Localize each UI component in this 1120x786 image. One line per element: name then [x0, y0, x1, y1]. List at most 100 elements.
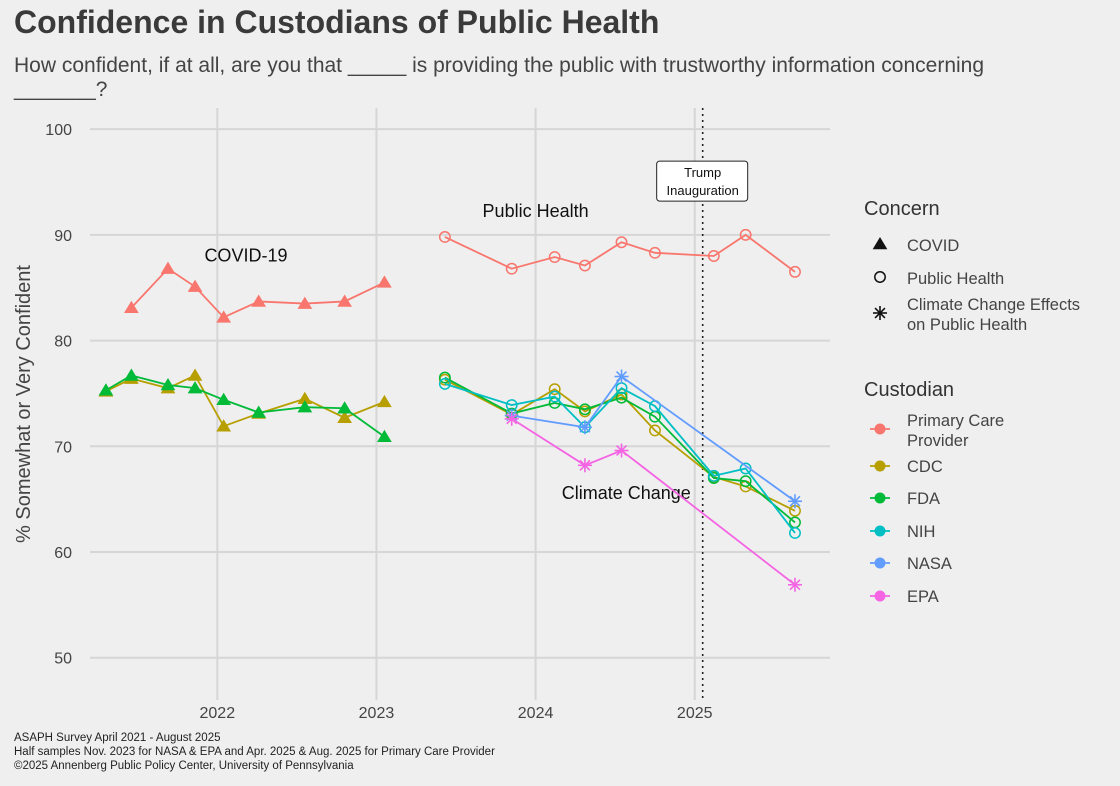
legend-custodian-label: Provider: [907, 432, 969, 450]
caption-half-sample-line: Half samples Nov. 2023 for NASA & EPA an…: [14, 746, 495, 758]
legend-custodian-key: [874, 557, 886, 569]
data-point-cdc-covid: [216, 419, 232, 432]
legend-concern-key: [873, 306, 887, 320]
series-line-nih-public-health: [444, 383, 796, 534]
series-line-nasa-climate-change-effects-on-public-health: [511, 375, 796, 502]
legend-custodian-label: CDC: [907, 458, 943, 476]
data-point-primary-care-provider-covid: [377, 275, 392, 288]
legend-custodian-key: [874, 423, 886, 435]
data-point-primary-care-provider-covid: [187, 279, 203, 292]
data-point-primary-care-provider-covid: [160, 261, 176, 274]
data-point-epa-climate-change-effects-on-public-health: [614, 443, 629, 458]
data-point-primary-care-provider-covid: [124, 300, 139, 314]
x-tick-label: 2024: [518, 705, 554, 722]
data-series: [98, 228, 802, 592]
y-tick-label: 50: [54, 651, 72, 668]
y-tick-label: 80: [54, 334, 72, 351]
legend-concern-key: [872, 237, 888, 250]
data-point-fda-covid: [216, 392, 232, 406]
axes: 50 60 70 80 90 100 2022 2023 2024 2025 % Somewhat …: [13, 122, 713, 722]
series-line-primary-care-provider-public-health: [444, 233, 796, 273]
legend-custodian-label: NIH: [907, 523, 935, 541]
data-point-nasa-climate-change-effects-on-public-health: [614, 369, 629, 384]
data-point-nih-public-health: [789, 527, 801, 539]
series-line-cdc-public-health: [444, 378, 796, 512]
data-point-fda-covid: [297, 400, 313, 413]
y-tick-label: 70: [54, 439, 72, 456]
legend-custodian-label: FDA: [907, 490, 940, 508]
legend-custodian-label: NASA: [907, 555, 952, 573]
data-point-primary-care-provider-public-health: [548, 251, 561, 264]
series-line-primary-care-provider-covid: [130, 267, 385, 319]
data-point-primary-care-provider-public-health: [789, 265, 801, 278]
data-point-fda-covid: [337, 401, 352, 414]
chart-subtitle: How confident, if at all, are you that _…: [14, 54, 985, 101]
data-point-epa-climate-change-effects-on-public-health: [504, 411, 519, 426]
data-point-nih-public-health: [438, 377, 451, 390]
data-point-fda-covid: [187, 381, 203, 394]
data-point-cdc-public-health: [648, 424, 661, 437]
x-tick-label: 2025: [677, 705, 713, 722]
legend-concern-title: Concern: [864, 198, 940, 220]
data-point-epa-climate-change-effects-on-public-health: [577, 458, 592, 473]
data-point-cdc-covid: [187, 368, 203, 381]
annotations: Trump Inauguration COVID-19 Public Health Cl…: [204, 108, 749, 700]
chart-title: Confidence in Custodians of Public Healt…: [14, 4, 660, 40]
y-tick-label: 60: [54, 545, 72, 562]
data-point-primary-care-provider-public-health: [648, 246, 661, 259]
data-point-primary-care-provider-covid: [251, 294, 267, 307]
legend-concern-label: on Public Health: [907, 316, 1027, 334]
data-point-fda-covid: [251, 405, 267, 418]
legend-concern-label: Climate Change Effects: [907, 296, 1080, 314]
data-point-fda-covid: [124, 368, 139, 381]
data-point-primary-care-provider-public-health: [578, 259, 591, 272]
legend-concern-key: [874, 271, 886, 283]
data-point-primary-care-provider-public-health: [505, 262, 518, 275]
data-point-primary-care-provider-public-health: [615, 236, 628, 249]
data-point-nasa-climate-change-effects-on-public-health: [577, 420, 592, 435]
data-point-fda-public-health: [615, 391, 628, 404]
x-tick-label: 2023: [359, 705, 395, 722]
data-point-epa-climate-change-effects-on-public-health: [787, 577, 802, 592]
legend-custodian-title: Custodian: [864, 379, 954, 401]
y-tick-label: 90: [54, 228, 72, 245]
data-point-fda-covid: [160, 377, 176, 391]
data-point-nih-public-health: [707, 469, 720, 482]
data-point-cdc-public-health: [548, 383, 561, 396]
y-tick-label: 100: [45, 122, 72, 139]
legend-custodian-key: [874, 525, 886, 537]
data-point-fda-public-health: [739, 475, 752, 488]
data-point-nih-public-health: [548, 390, 561, 403]
annotation-label: COVID-19: [204, 245, 287, 265]
caption-copyright-line: ©2025 Annenberg Public Policy Center, Un…: [14, 760, 354, 772]
legend: Concern COVID Public Health Climate Change …: [864, 198, 1080, 606]
chart-caption: ASAPH Survey April 2021 - August 2025 Ha…: [14, 731, 495, 773]
y-axis-title: % Somewhat or Very Confident: [13, 265, 35, 543]
data-point-primary-care-provider-covid: [337, 294, 352, 307]
legend-custodian-label: Primary Care: [907, 412, 1004, 430]
data-point-primary-care-provider-covid: [297, 296, 313, 309]
data-point-fda-covid: [98, 383, 114, 396]
series-line-epa-climate-change-effects-on-public-health: [511, 418, 796, 586]
data-point-primary-care-provider-covid: [216, 310, 232, 323]
data-point-primary-care-provider-public-health: [707, 250, 720, 262]
x-tick-label: 2022: [200, 705, 236, 722]
data-point-cdc-covid: [297, 391, 313, 404]
data-point-fda-public-health: [438, 371, 451, 384]
legend-concern-label: COVID: [907, 237, 959, 255]
data-point-fda-covid: [377, 429, 392, 443]
legend-custodian-key: [874, 492, 886, 504]
series-line-fda-public-health: [444, 376, 796, 524]
annotation-label: Climate Change: [562, 483, 691, 503]
annotation-label: Public Health: [483, 201, 589, 221]
data-point-primary-care-provider-public-health: [739, 228, 752, 241]
inauguration-label-line2: Inauguration: [667, 183, 739, 198]
data-point-cdc-covid: [337, 410, 352, 423]
legend-custodian-key: [874, 590, 886, 602]
legend-custodian-key: [874, 460, 886, 472]
data-point-cdc-covid: [377, 394, 392, 408]
legend-concern-label: Public Health: [907, 270, 1004, 288]
inauguration-label-line1: Trump: [684, 165, 721, 180]
inauguration-label-box: [656, 160, 749, 202]
